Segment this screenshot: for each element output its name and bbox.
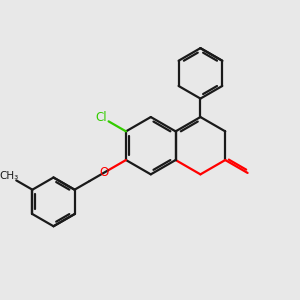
Text: CH₃: CH₃ (0, 171, 18, 181)
Text: O: O (99, 167, 108, 179)
Text: Cl: Cl (96, 111, 107, 124)
